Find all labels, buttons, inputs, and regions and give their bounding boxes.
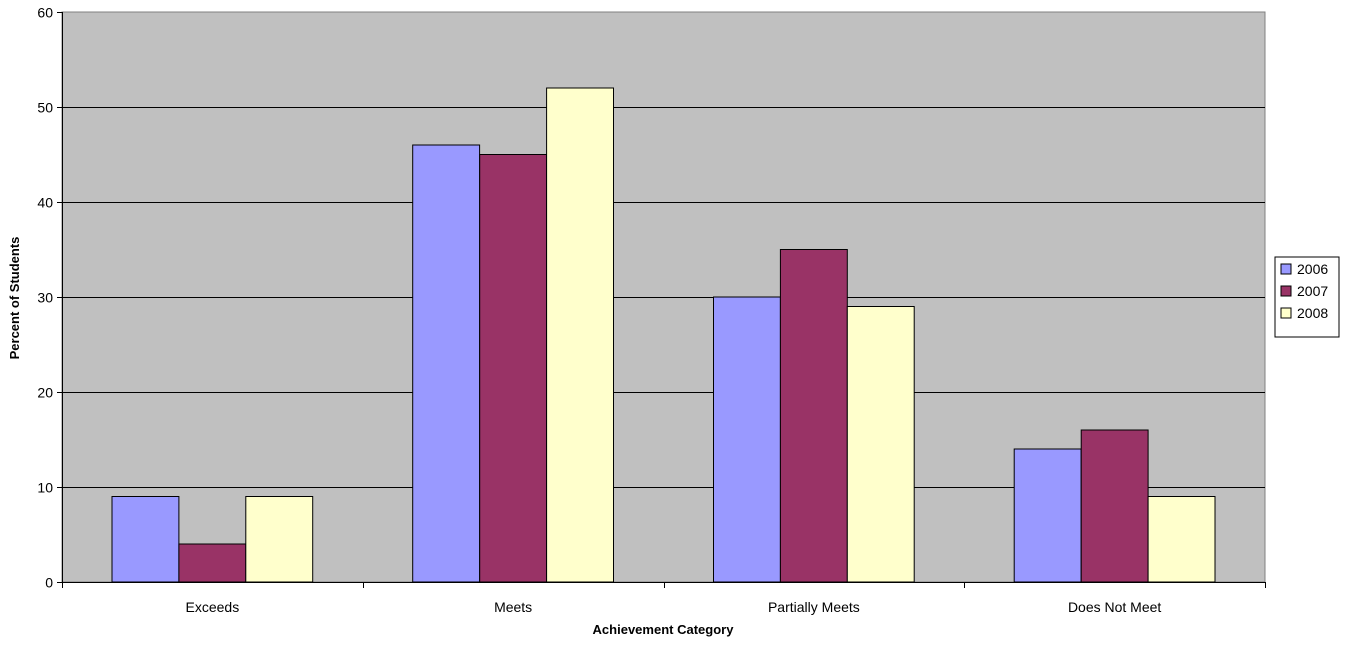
y-tick-label: 60 [37, 5, 53, 21]
bar-2006-2 [713, 296, 781, 583]
bar-2007-1 [479, 154, 548, 583]
bar-2007-3 [1080, 429, 1149, 583]
legend-label-2007: 2007 [1297, 283, 1328, 299]
bar-2007-2 [779, 249, 848, 583]
bar-2008-3 [1147, 496, 1216, 583]
x-tick-label: Does Not Meet [1068, 599, 1161, 615]
bar-2008-2 [846, 306, 915, 583]
y-tick-label: 20 [37, 385, 53, 401]
bar-2008-1 [546, 87, 614, 583]
legend: 2006 2007 2008 [1274, 256, 1340, 338]
x-axis-title: Achievement Category [593, 622, 735, 637]
legend-swatch-2008 [1280, 307, 1292, 319]
bar-2006-0 [111, 496, 180, 583]
legend-swatch-2007 [1280, 285, 1292, 297]
x-tick-label: Partially Meets [768, 599, 860, 615]
y-axis-title: Percent of Students [7, 237, 22, 360]
axes [57, 12, 1266, 588]
legend-swatch-2006 [1280, 263, 1292, 275]
y-tick-label: 50 [37, 100, 53, 116]
bar-2007-0 [178, 543, 247, 583]
x-tick-label: Meets [494, 599, 532, 615]
bars [111, 87, 1216, 583]
bar-2006-3 [1013, 448, 1082, 583]
x-tick-labels: Exceeds Meets Partially Meets Does Not Meet [186, 599, 1162, 615]
legend-label-2006: 2006 [1297, 261, 1328, 277]
y-tick-label: 30 [37, 290, 53, 306]
y-tick-label: 10 [37, 480, 53, 496]
y-tick-labels: 0 10 20 30 40 50 60 [37, 5, 53, 591]
legend-label-2008: 2008 [1297, 305, 1328, 321]
bar-2006-1 [412, 144, 481, 583]
x-tick-label: Exceeds [186, 599, 240, 615]
bar-2008-0 [245, 496, 314, 583]
y-tick-label: 0 [45, 575, 53, 591]
y-tick-label: 40 [37, 195, 53, 211]
